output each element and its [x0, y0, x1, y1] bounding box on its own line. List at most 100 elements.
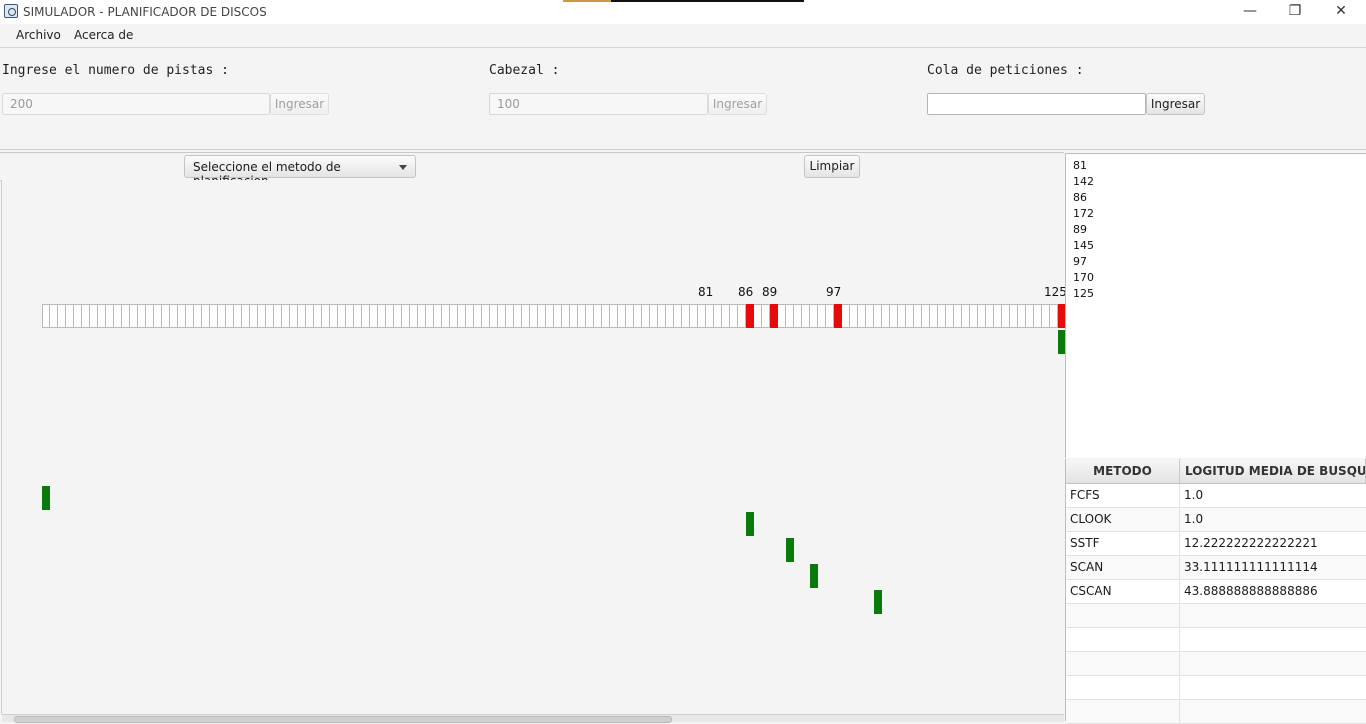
track-cell — [146, 304, 154, 328]
track-cell — [626, 304, 634, 328]
track-cell — [194, 304, 202, 328]
track-cell — [954, 304, 962, 328]
queue-submit-button[interactable]: Ingresar — [1146, 93, 1205, 115]
table-row[interactable]: SSTF 12.222222222222221 — [1066, 532, 1366, 556]
track-cell — [706, 304, 714, 328]
track-cell — [834, 304, 842, 328]
column-divider — [1179, 604, 1180, 628]
method-cell: CLOOK — [1070, 512, 1112, 526]
track-cell — [570, 304, 578, 328]
track-cell — [354, 304, 362, 328]
column-divider — [1179, 580, 1180, 604]
track-cell — [610, 304, 618, 328]
track-cell — [514, 304, 522, 328]
list-item: 170 — [1073, 271, 1094, 284]
tracks-submit-button[interactable]: Ingresar — [270, 93, 329, 115]
seek-length-cell: 12.222222222222221 — [1184, 536, 1318, 550]
track-cell — [586, 304, 594, 328]
table-row[interactable]: SCAN 33.111111111111114 — [1066, 556, 1366, 580]
track-cell — [482, 304, 490, 328]
head-path-marker — [42, 486, 50, 510]
head-path-marker — [874, 590, 882, 614]
column-divider — [1179, 556, 1180, 580]
track-cell — [234, 304, 242, 328]
queue-input[interactable] — [927, 93, 1146, 115]
table-row — [1066, 652, 1366, 676]
method-cell: FCFS — [1070, 488, 1100, 502]
menu-bar: Archivo Acerca de — [0, 24, 1366, 48]
track-cell — [74, 304, 82, 328]
clear-button[interactable]: Limpiar — [804, 155, 860, 178]
track-label: 86 — [738, 285, 754, 299]
track-cell — [242, 304, 250, 328]
minimize-button[interactable]: — — [1243, 3, 1257, 19]
menu-acerca-de[interactable]: Acerca de — [74, 28, 134, 42]
head-submit-button[interactable]: Ingresar — [708, 93, 767, 115]
track-cell — [778, 304, 786, 328]
track-cell — [866, 304, 874, 328]
track-cell — [530, 304, 538, 328]
track-cell — [658, 304, 666, 328]
track-cell — [42, 304, 50, 328]
column-header-seek-length[interactable]: LOGITUD MEDIA DE BUSQUE... — [1180, 459, 1366, 484]
track-cell — [682, 304, 690, 328]
column-divider — [1179, 484, 1180, 508]
track-cell — [906, 304, 914, 328]
track-cell — [186, 304, 194, 328]
head-input[interactable]: 100 — [489, 93, 708, 115]
close-button[interactable]: ✕ — [1335, 3, 1347, 19]
track-cell — [762, 304, 770, 328]
table-row — [1066, 628, 1366, 652]
track-cell — [154, 304, 162, 328]
method-select[interactable]: Seleccione el metodo de planificacion — [184, 155, 416, 188]
track-cell — [986, 304, 994, 328]
track-cell — [970, 304, 978, 328]
track-cell — [714, 304, 722, 328]
column-divider — [1179, 628, 1180, 652]
track-cell — [674, 304, 682, 328]
table-row[interactable]: CSCAN 43.888888888888886 — [1066, 580, 1366, 604]
track-cell — [426, 304, 434, 328]
track-cell — [794, 304, 802, 328]
track-cell — [546, 304, 554, 328]
scrollbar-thumb[interactable] — [14, 716, 672, 723]
track-cell — [202, 304, 210, 328]
track-cell — [434, 304, 442, 328]
track-cell — [162, 304, 170, 328]
results-table: METODO LOGITUD MEDIA DE BUSQUE... FCFS 1.… — [1065, 459, 1366, 724]
list-item: 172 — [1073, 207, 1094, 220]
head-path-marker — [786, 538, 794, 562]
column-header-method[interactable]: METODO — [1066, 459, 1180, 484]
table-row[interactable]: CLOOK 1.0 — [1066, 508, 1366, 532]
track-cell — [738, 304, 746, 328]
app-icon — [4, 4, 18, 18]
track-cell — [802, 304, 810, 328]
track-cell — [898, 304, 906, 328]
track-cell — [402, 304, 410, 328]
queue-label: Cola de peticiones : — [927, 63, 1084, 78]
table-row — [1066, 700, 1366, 724]
track-cell — [1002, 304, 1010, 328]
track-cell — [618, 304, 626, 328]
track-cell — [922, 304, 930, 328]
track-cell — [266, 304, 274, 328]
table-row — [1066, 604, 1366, 628]
track-cell — [450, 304, 458, 328]
tracks-input[interactable]: 200 — [2, 93, 270, 115]
column-divider — [1179, 508, 1180, 532]
track-cell — [722, 304, 730, 328]
track-cell — [994, 304, 1002, 328]
seek-length-cell: 43.888888888888886 — [1184, 584, 1318, 598]
input-panel: Ingrese el numero de pistas : 200 Ingres… — [0, 48, 1366, 150]
track-cell — [594, 304, 602, 328]
track-cell — [818, 304, 826, 328]
restore-button[interactable]: ❐ — [1288, 3, 1302, 19]
list-item: 97 — [1073, 255, 1087, 268]
request-queue-list[interactable]: 81 142 86 172 89 145 97 170 125 — [1065, 153, 1366, 458]
table-row[interactable]: FCFS 1.0 — [1066, 484, 1366, 508]
track-cell — [498, 304, 506, 328]
menu-archivo[interactable]: Archivo — [16, 28, 61, 42]
track-cell — [122, 304, 130, 328]
column-divider — [1179, 532, 1180, 556]
track-cell — [330, 304, 338, 328]
